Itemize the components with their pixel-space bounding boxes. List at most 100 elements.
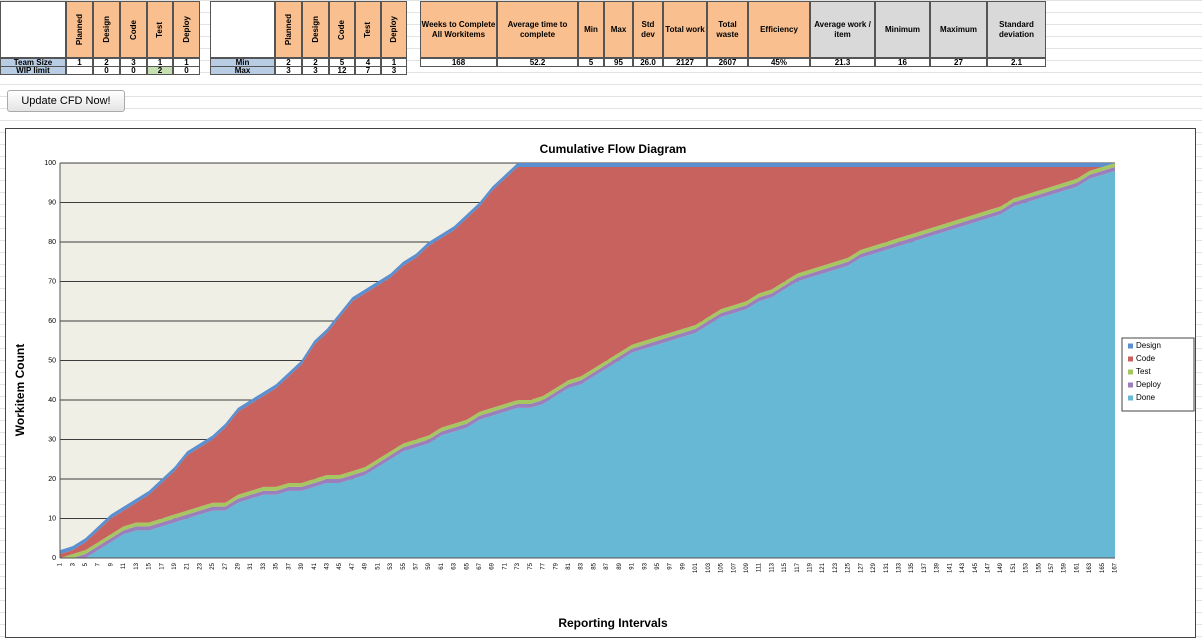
table-cell: 2607 <box>707 58 748 67</box>
x-tick-label: 117 <box>795 562 801 572</box>
x-tick-label: 147 <box>985 562 991 573</box>
x-tick-label: 111 <box>757 562 763 572</box>
area <box>60 170 1115 558</box>
table-cell-text: 1 <box>184 57 189 67</box>
x-tick-label: 139 <box>935 562 941 573</box>
x-tick-label: 3 <box>70 562 76 566</box>
legend-label: Design <box>1136 341 1161 350</box>
x-tick-label: 113 <box>769 562 775 572</box>
column-header-text: Design <box>101 16 111 43</box>
row-label-text: Max <box>234 65 251 75</box>
column-header-text: Max <box>610 24 627 34</box>
row-label-text: WIP limit <box>16 65 50 75</box>
column-header: Minimum <box>875 1 930 58</box>
legend-label: Deploy <box>1136 380 1161 389</box>
x-tick-label: 101 <box>693 562 699 573</box>
x-tick-label: 165 <box>1100 562 1106 573</box>
update-button[interactable]: Update CFD Now! <box>7 90 125 112</box>
table-cell: 3 <box>275 66 302 75</box>
x-tick-label: 141 <box>947 562 953 573</box>
x-tick-label: 55 <box>401 562 407 569</box>
x-tick-label: 105 <box>719 562 725 573</box>
x-tick-label: 85 <box>591 562 597 569</box>
legend-label: Code <box>1136 354 1156 363</box>
table-cell <box>66 66 93 75</box>
x-tick-label: 93 <box>642 562 648 569</box>
column-header: Efficiency <box>748 1 810 58</box>
x-tick-label: 103 <box>706 562 712 573</box>
x-tick-label: 119 <box>808 562 814 572</box>
x-tick-label: 27 <box>223 562 229 569</box>
column-header-text: Deploy <box>389 16 398 43</box>
table-cell: 5 <box>578 58 604 67</box>
x-tick-label: 109 <box>744 562 750 573</box>
column-header: Test <box>355 1 381 58</box>
table-cell-text: 3 <box>131 57 136 67</box>
column-header-text: Average time to complete <box>507 19 568 39</box>
row-label-text: Team Size <box>13 57 53 67</box>
x-tick-label: 97 <box>668 562 674 569</box>
y-tick-label: 20 <box>48 476 56 483</box>
table-cell: 12 <box>329 66 355 75</box>
chart: Cumulative Flow Diagram Reporting Interv… <box>5 128 1196 638</box>
x-tick-label: 77 <box>541 562 547 569</box>
area <box>60 166 1115 558</box>
table-cell-text: 168 <box>451 57 466 67</box>
table-cell-text: 2 <box>286 57 291 67</box>
x-tick-label: 81 <box>566 562 572 569</box>
column-header-text: Standard deviation <box>998 19 1035 39</box>
column-header-text: Maximum <box>940 24 977 34</box>
x-tick-label: 75 <box>528 562 534 569</box>
column-header: Code <box>329 1 355 58</box>
table-cell: 0 <box>120 66 147 75</box>
x-tick-label: 19 <box>172 562 178 569</box>
legend-swatch <box>1128 369 1133 375</box>
table-cell-text: 27 <box>954 57 963 67</box>
x-tick-label: 51 <box>375 562 381 569</box>
x-tick-label: 143 <box>960 562 966 573</box>
table-cell: 95 <box>604 58 633 67</box>
column-header-text: Minimum <box>884 24 921 34</box>
x-tick-label: 79 <box>553 562 559 569</box>
column-header-text: Min <box>584 24 598 34</box>
x-tick-label: 9 <box>108 562 114 566</box>
table-cell: 52.2 <box>497 58 578 67</box>
column-header: Maximum <box>930 1 987 58</box>
table-cell-text: 0 <box>131 65 136 75</box>
x-tick-label: 49 <box>363 562 369 569</box>
column-header-text: Deploy <box>181 16 191 43</box>
y-tick-label: 40 <box>48 397 56 404</box>
x-tick-label: 25 <box>210 562 216 569</box>
x-tick-label: 63 <box>452 562 458 569</box>
column-header: Std dev <box>633 1 663 58</box>
column-header: Design <box>302 1 329 58</box>
table-cell-text: 26.0 <box>640 57 656 67</box>
column-header: Average work / item <box>810 1 875 58</box>
table-cell-text: 45% <box>770 57 787 67</box>
column-header: Design <box>93 1 120 58</box>
x-tick-label: 17 <box>159 562 165 569</box>
table-cell: 7 <box>355 66 381 75</box>
x-tick-label: 125 <box>846 562 852 573</box>
x-tick-label: 15 <box>147 562 153 569</box>
x-tick-label: 95 <box>655 562 661 569</box>
legend-label: Test <box>1136 367 1151 376</box>
table-cell-text: 1 <box>157 57 163 67</box>
x-tick-label: 31 <box>248 562 254 569</box>
table-cell: 16 <box>875 58 930 67</box>
x-axis-title: Reporting Intervals <box>558 616 668 630</box>
table-cell-text: 2.1 <box>1010 57 1023 67</box>
x-tick-label: 131 <box>884 562 890 573</box>
column-header-text: Planned <box>283 13 293 46</box>
table-cell-text: 3 <box>391 65 397 75</box>
x-tick-label: 71 <box>502 562 508 569</box>
x-tick-label: 7 <box>96 562 102 566</box>
y-tick-label: 0 <box>52 555 56 562</box>
x-tick-label: 157 <box>1049 562 1055 573</box>
column-header: Weeks to Complete All Workitems <box>420 1 497 58</box>
y-tick-label: 90 <box>48 199 56 206</box>
table-cell: 0 <box>173 66 200 75</box>
table-cell: 26.0 <box>633 58 663 67</box>
x-tick-label: 99 <box>680 562 686 569</box>
